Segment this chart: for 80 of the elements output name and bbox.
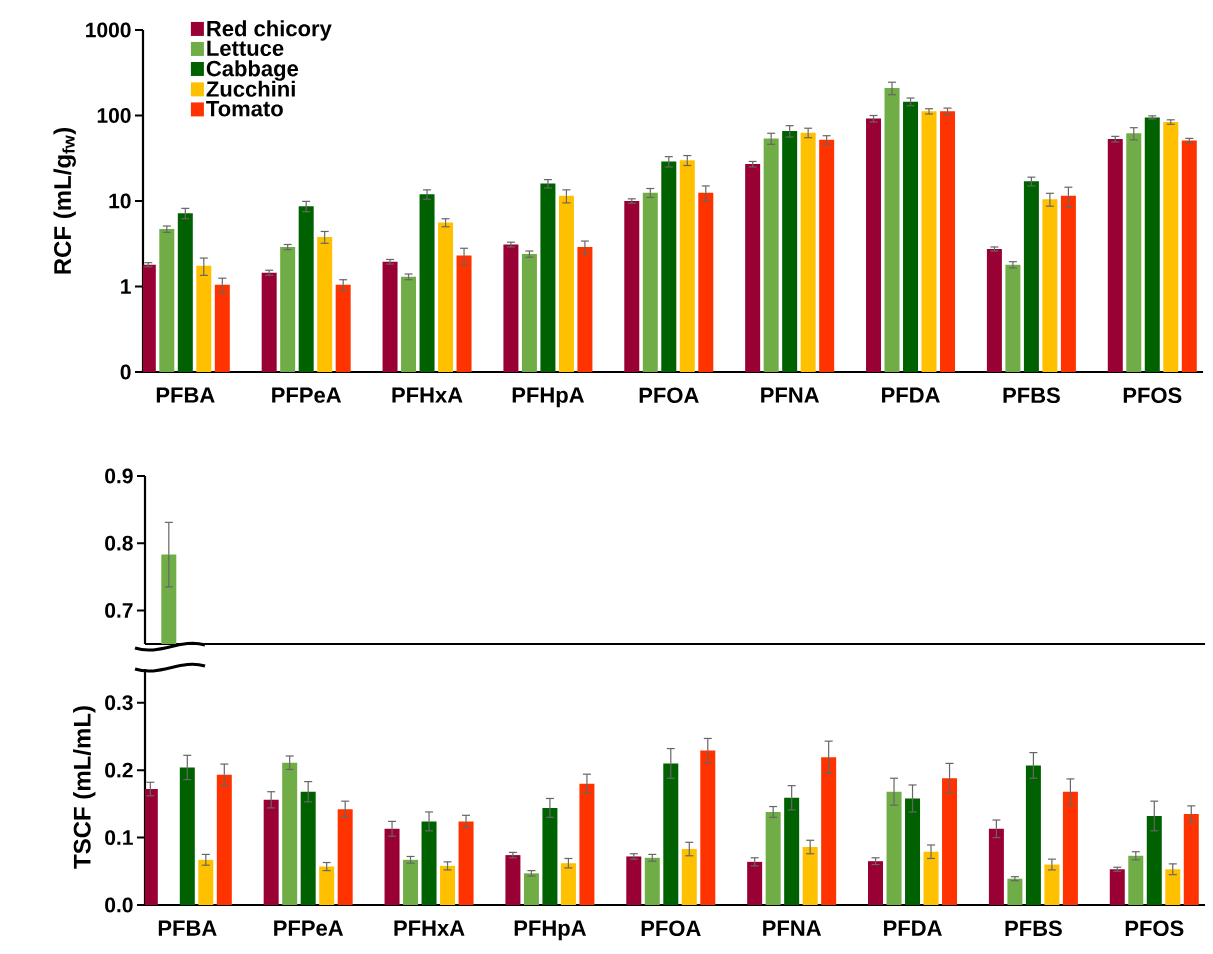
bar [1109, 869, 1125, 905]
x-tick-label: PFDA [882, 387, 940, 403]
x-tick-label: PFNA [763, 920, 822, 936]
y-tick-label: 0.2 [105, 762, 133, 778]
bar [868, 861, 884, 905]
bar [319, 866, 335, 905]
x-tick-label: PFHxA [394, 920, 465, 936]
x-tick-label: PFOS [1123, 387, 1182, 404]
bar [923, 851, 939, 905]
x-tick-label: PFBA [158, 920, 217, 936]
bar [942, 778, 958, 905]
y-tick-label: 100 [97, 108, 131, 123]
bar [198, 859, 214, 905]
bar [700, 750, 716, 905]
bar [1025, 765, 1041, 905]
bar [560, 863, 576, 905]
x-tick-label: PFDA [884, 920, 942, 936]
bar [1183, 813, 1199, 905]
bar [337, 809, 353, 905]
bar [1146, 816, 1162, 905]
bar [905, 798, 921, 905]
bar [663, 763, 679, 905]
y-axis-title: TSCF (mL/mL) [73, 706, 96, 869]
bar [458, 821, 474, 905]
legend-label: Tomato [206, 101, 283, 117]
bar [821, 757, 837, 905]
x-tick-label: PFHxA [392, 387, 463, 403]
bar [802, 847, 818, 905]
y-tick-label: 0.9 [105, 468, 133, 484]
legend-label: Lettuce [207, 40, 284, 56]
x-tick-label: PFOA [641, 920, 701, 937]
bar [681, 849, 697, 905]
y-tick-label: 0.3 [105, 695, 133, 711]
y-tick-label: 0.7 [105, 602, 133, 618]
x-tick-label: PFPeA [274, 920, 344, 936]
bar [384, 828, 400, 905]
x-tick-label: PFOS [1125, 920, 1184, 937]
bar [403, 859, 419, 905]
bar [886, 791, 902, 905]
x-tick-label: PFBA [156, 387, 215, 403]
bar [216, 774, 232, 905]
y-tick-label: 0.8 [105, 535, 133, 551]
bar [300, 791, 316, 905]
bar [988, 828, 1004, 905]
bar [263, 799, 279, 905]
bar [579, 783, 595, 905]
x-tick-label: PFHpA [512, 387, 585, 408]
legend-label: Zucchini [206, 80, 295, 97]
bar [1128, 855, 1144, 905]
bar [626, 856, 642, 905]
bar [505, 855, 521, 905]
y-tick-label: 1000 [86, 22, 131, 38]
bar [784, 797, 800, 905]
y-tick-label: 10 [109, 193, 131, 209]
y-tick-label: 0.0 [105, 897, 133, 913]
bar [179, 767, 195, 905]
y-tick-label: 0.1 [105, 830, 133, 845]
bar [765, 811, 781, 905]
bar [440, 865, 456, 905]
x-tick-label: PFOA [639, 387, 699, 404]
legend-label: Red chicory [207, 20, 332, 41]
bar [542, 807, 558, 905]
bar [1044, 864, 1060, 905]
x-tick-label: PFNA [761, 387, 820, 403]
bar [421, 821, 437, 905]
x-tick-label: PFBS [1003, 387, 1060, 404]
bar [282, 762, 298, 905]
bar [1007, 878, 1023, 905]
x-tick-label: PFHpA [514, 920, 587, 941]
y-tick-label: 1 [121, 279, 131, 294]
bar [1062, 791, 1078, 905]
bar [747, 861, 763, 905]
x-tick-label: PFBS [1005, 920, 1062, 937]
y-tick-label: 0 [120, 364, 131, 380]
bar [1165, 869, 1181, 905]
bar [644, 857, 660, 905]
legend-label: Cabbage [206, 60, 299, 81]
y-axis-title: RCF (mL/g$_{fw}$) [53, 127, 76, 274]
x-tick-label: PFPeA [272, 387, 342, 403]
bar [523, 873, 539, 905]
